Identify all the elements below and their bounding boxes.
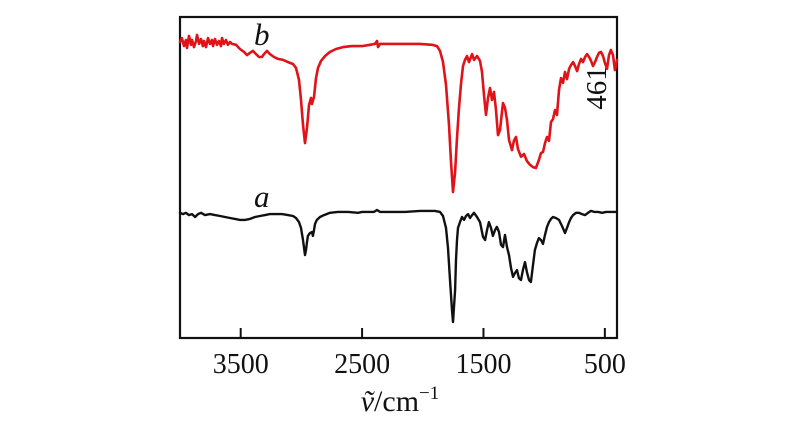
x-tick-label: 3500 xyxy=(212,349,269,380)
x-tick-label: 500 xyxy=(583,349,626,380)
peak-annotation-461: 461 xyxy=(581,66,613,110)
x-tick-label: 1500 xyxy=(455,349,512,380)
spectrum-traces xyxy=(178,33,619,324)
trace-b-label: b xyxy=(254,17,270,52)
nu-tilde-symbol: ṽ xyxy=(360,385,375,418)
plot-frame xyxy=(178,15,619,340)
trace-a xyxy=(178,208,619,324)
x-tick-label: 2500 xyxy=(334,349,391,380)
x-axis-title: ṽ/cm−1 xyxy=(300,383,500,418)
x-axis-tick-marks xyxy=(239,328,606,337)
x-axis-exponent: −1 xyxy=(419,383,440,404)
trace-b xyxy=(178,33,619,194)
x-axis-unit: /cm xyxy=(374,385,420,418)
trace-a-label: a xyxy=(254,179,270,214)
